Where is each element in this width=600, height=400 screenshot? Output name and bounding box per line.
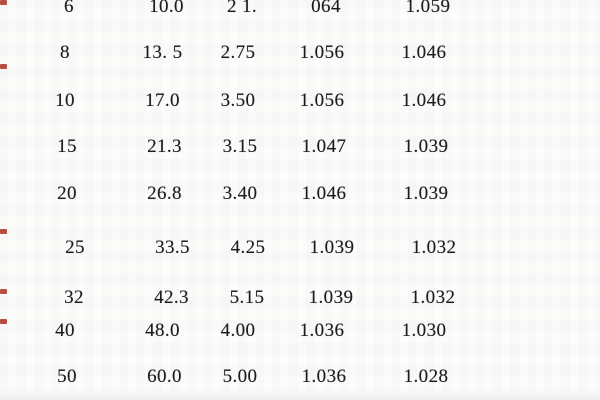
table-cell: 064	[311, 0, 341, 17]
table-cell: 1.046	[301, 183, 347, 204]
red-edge-mark	[0, 229, 7, 234]
table-cell: 3.15	[222, 136, 258, 157]
table-cell: 1.047	[301, 136, 347, 157]
red-edge-mark	[0, 0, 7, 5]
table-cell: 1.036	[301, 366, 347, 387]
table-cell: 2.75	[220, 42, 256, 63]
table-cell: 20	[57, 183, 77, 204]
table-cell: 4.00	[220, 320, 256, 341]
table-cell: 1.056	[299, 42, 345, 63]
table-cell: 1.039	[403, 136, 449, 157]
table-cell: 21.3	[147, 136, 182, 157]
table-cell: 26.8	[147, 183, 182, 204]
table-cell: 8	[60, 42, 70, 63]
table-cell: 42.3	[154, 287, 189, 308]
table-cell: 2 1.	[226, 0, 258, 17]
table-cell: 1.032	[410, 287, 456, 308]
red-edge-mark	[0, 64, 7, 69]
scan-bottom-edge	[0, 392, 600, 400]
table-cell: 50	[57, 366, 77, 387]
table-cell: 1.059	[405, 0, 451, 17]
table-cell: 1.030	[401, 320, 447, 341]
table-cell: 1.039	[308, 287, 354, 308]
table-cell: 48.0	[145, 320, 180, 341]
table-cell: 1.046	[401, 42, 447, 63]
table-cell: 32	[64, 287, 84, 308]
table-cell: 1.032	[411, 237, 457, 258]
table-cell: 13. 5	[142, 42, 183, 63]
table-cell: 40	[55, 320, 75, 341]
table-cell: 1.056	[299, 90, 345, 111]
table-cell: 1.028	[403, 366, 449, 387]
table-cell: 5.15	[229, 287, 265, 308]
table-cell: 4.25	[230, 237, 266, 258]
table-cell: 33.5	[155, 237, 190, 258]
table-cell: 15	[57, 136, 77, 157]
table-cell: 6	[64, 0, 74, 17]
table-cell: 1.039	[403, 183, 449, 204]
table-cell: 3.40	[222, 183, 258, 204]
table-cell: 1.046	[401, 90, 447, 111]
table-cell: 1.036	[299, 320, 345, 341]
table-cell: 60.0	[147, 366, 182, 387]
table-cell: 17.0	[145, 90, 180, 111]
table-cell: 10.0	[149, 0, 184, 17]
table-cell: 10	[55, 90, 75, 111]
red-edge-mark	[0, 319, 7, 324]
table-cell: 5.00	[222, 366, 258, 387]
table-cell: 25	[65, 237, 85, 258]
red-edge-mark	[0, 289, 7, 294]
table-cell: 3.50	[220, 90, 256, 111]
table-cell: 1.039	[309, 237, 355, 258]
